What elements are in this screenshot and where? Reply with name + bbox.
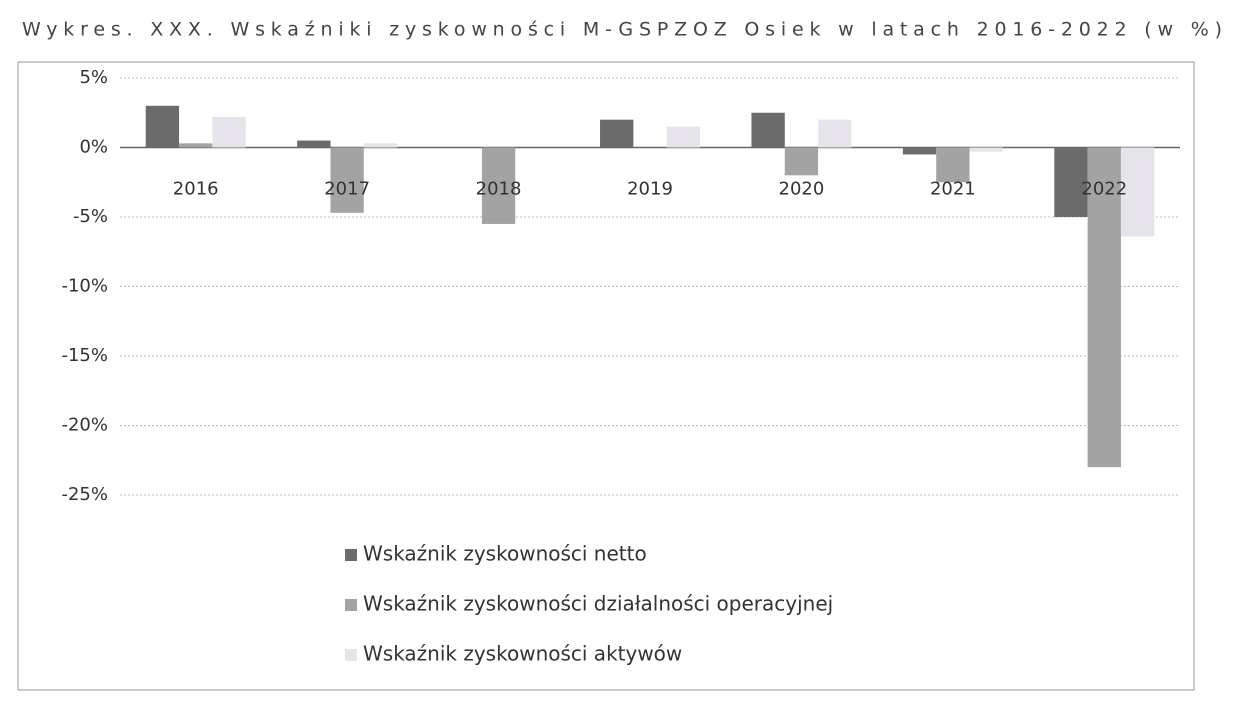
y-tick-label: 0% <box>79 137 108 158</box>
x-tick-label: 2022 <box>1081 179 1127 200</box>
x-tick-label: 2016 <box>173 179 219 200</box>
bar <box>1054 147 1088 217</box>
y-tick-label: 5% <box>79 67 108 88</box>
bar <box>818 119 852 148</box>
bar <box>212 116 246 148</box>
y-tick-label: -20% <box>61 415 108 436</box>
x-tick-label: 2019 <box>627 179 673 200</box>
bar <box>751 112 785 148</box>
legend-label: Wskaźnik zyskowności netto <box>363 542 647 566</box>
legend-label: Wskaźnik zyskowności działalności operac… <box>363 592 833 616</box>
x-tick-label: 2021 <box>930 179 976 200</box>
bar <box>297 140 331 148</box>
y-tick-label: -25% <box>61 484 108 505</box>
bar <box>784 147 819 176</box>
bar <box>363 143 398 148</box>
x-tick-label: 2020 <box>779 179 825 200</box>
bar <box>600 119 634 148</box>
y-tick-label: -10% <box>61 276 108 297</box>
bar <box>969 147 1003 152</box>
bar <box>1087 147 1121 468</box>
y-tick-label: -15% <box>61 345 108 366</box>
legend-swatch <box>345 599 357 611</box>
x-tick-label: 2018 <box>476 179 522 200</box>
bar <box>481 147 516 224</box>
x-tick-label: 2017 <box>324 179 370 200</box>
chart-title: Wykres. XXX. Wskaźniki zyskowności M-GSP… <box>22 19 1222 41</box>
legend-label: Wskaźnik zyskowności aktywów <box>363 642 682 666</box>
bar <box>902 147 937 155</box>
bar <box>145 105 180 148</box>
y-tick-label: -5% <box>73 206 108 227</box>
bar <box>179 143 213 148</box>
chart-frame <box>17 61 1195 691</box>
bar <box>666 126 700 148</box>
bar <box>936 147 970 183</box>
bar <box>330 147 364 213</box>
bar <box>1120 147 1155 237</box>
legend-swatch <box>345 549 357 561</box>
legend-swatch <box>345 649 357 661</box>
